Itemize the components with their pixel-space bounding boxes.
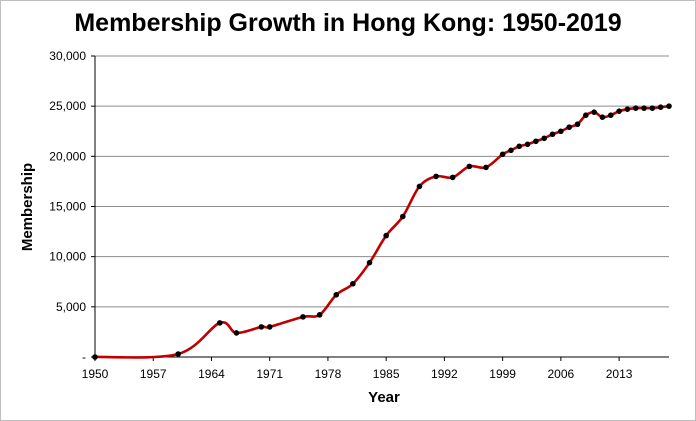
data-point — [666, 103, 672, 109]
data-point — [216, 320, 223, 326]
data-point — [92, 354, 98, 360]
x-tick-label: 1992 — [431, 367, 458, 381]
data-point — [499, 151, 506, 158]
data-point — [549, 131, 556, 138]
y-axis-label: Membership — [19, 163, 36, 251]
data-point — [175, 351, 181, 357]
data-point — [624, 106, 631, 112]
data-point — [266, 324, 273, 330]
chart-title: Membership Growth in Hong Kong: 1950-201… — [74, 9, 622, 37]
data-point — [657, 104, 664, 110]
data-point — [233, 330, 240, 336]
y-tick-label: 20,000 — [49, 149, 86, 163]
data-point — [541, 135, 548, 142]
data-point — [574, 121, 581, 128]
x-tick-label: 1978 — [315, 367, 342, 381]
data-point — [516, 143, 523, 150]
x-tick-label: 1971 — [256, 367, 283, 381]
y-tick-label: 15,000 — [49, 200, 86, 214]
data-point — [433, 173, 439, 180]
data-point — [333, 291, 340, 298]
grid — [95, 55, 669, 308]
axes — [91, 55, 669, 361]
x-tick-label: 1999 — [489, 367, 516, 381]
data-point — [466, 163, 473, 170]
data-point — [383, 232, 389, 239]
data-point — [300, 314, 306, 320]
series-line — [94, 104, 670, 359]
data-point — [599, 114, 606, 121]
x-tick-label: 1964 — [198, 367, 225, 381]
y-tick-label: 5,000 — [56, 300, 86, 314]
data-point — [258, 324, 265, 330]
data-point — [641, 105, 647, 111]
x-tick-label: 2013 — [606, 367, 633, 381]
data-point — [616, 108, 622, 114]
x-tick-label: 1950 — [82, 367, 109, 381]
y-tick-label: 25,000 — [49, 99, 86, 113]
data-point — [366, 259, 373, 266]
data-point — [607, 112, 614, 118]
data-point — [524, 141, 531, 148]
tick-labels: - 5,000 10,000 15,000 20,000 25,000 30,000 1950… — [49, 49, 632, 381]
data-point — [350, 280, 356, 287]
data-point — [632, 105, 639, 111]
data-point — [508, 147, 514, 154]
data-points — [92, 103, 672, 360]
x-tick-label: 1957 — [140, 367, 167, 381]
data-point — [566, 124, 572, 131]
y-tick-label: 10,000 — [49, 250, 86, 264]
y-tick-label: - — [82, 350, 86, 364]
data-point — [558, 128, 564, 135]
data-point — [591, 109, 597, 115]
y-tick-label: 30,000 — [49, 49, 86, 63]
data-point — [483, 164, 489, 171]
x-tick-label: 1985 — [373, 367, 400, 381]
data-point — [533, 138, 539, 145]
x-tick-label: 2006 — [548, 367, 575, 381]
data-point — [399, 213, 406, 220]
data-point — [316, 312, 323, 318]
data-point — [449, 174, 456, 181]
data-point — [416, 183, 423, 190]
x-axis-label: Year — [368, 389, 400, 406]
data-point — [583, 112, 589, 118]
data-point — [649, 105, 656, 111]
